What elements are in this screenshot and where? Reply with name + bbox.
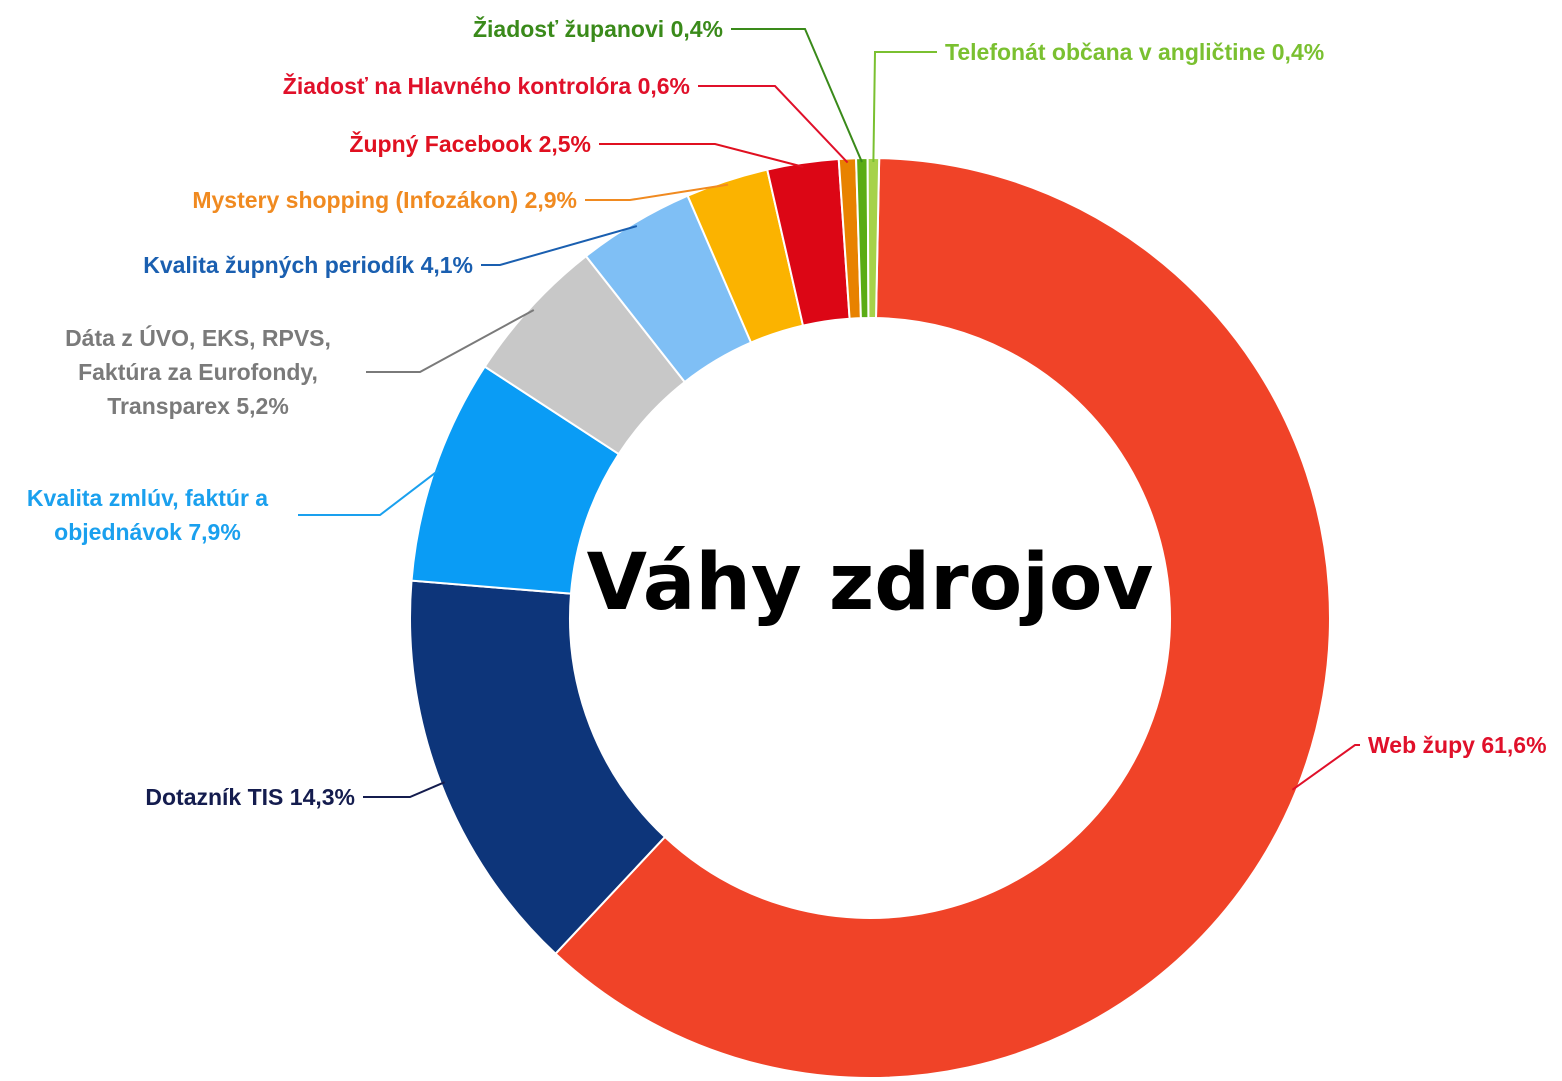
value-label: 0,4% xyxy=(670,16,723,42)
value-label: 5,2% xyxy=(236,393,289,419)
slice-label: Žiadosť na Hlavného kontrolóra 0,6% xyxy=(90,69,690,103)
value-label: 0,4% xyxy=(1271,39,1325,65)
donut-slice xyxy=(554,157,1331,1079)
category-label: Žiadosť županovi xyxy=(472,16,665,42)
category-label: Mystery shopping (Infozákon) xyxy=(192,187,519,213)
leader-line xyxy=(298,469,440,516)
category-label: Dáta z ÚVO, EKS, RPVS, Faktúra za Eurofo… xyxy=(65,325,331,419)
value-label: 14,3% xyxy=(289,784,355,810)
category-label: Web župy xyxy=(1368,732,1475,758)
leader-line xyxy=(363,781,445,798)
category-label: Župný Facebook xyxy=(349,131,533,157)
slice-label: Dotazník TIS 14,3% xyxy=(55,780,355,814)
leader-line xyxy=(1291,744,1360,791)
leader-line xyxy=(585,183,729,201)
slice-label: Dáta z ÚVO, EKS, RPVS, Faktúra za Eurofo… xyxy=(38,321,358,423)
value-label: 2,9% xyxy=(524,187,577,213)
leader-line xyxy=(481,225,638,266)
leader-line xyxy=(599,143,804,168)
donut-slice xyxy=(866,157,881,320)
value-label: 4,1% xyxy=(420,252,473,278)
category-label: Žiadosť na Hlavného kontrolóra xyxy=(282,73,632,99)
category-label: Dotazník TIS xyxy=(145,784,284,810)
slice-label: Telefonát občana v angličtine 0,4% xyxy=(945,35,1405,69)
value-label: 7,9% xyxy=(188,519,241,545)
leader-line xyxy=(731,28,863,163)
leader-line xyxy=(366,309,535,373)
category-label: Kvalita zmlúv, faktúr a objednávok xyxy=(26,485,269,545)
leader-line xyxy=(698,85,849,164)
slice-label: Kvalita župných periodík 4,1% xyxy=(23,248,473,282)
category-label: Telefonát občana v angličtine xyxy=(945,39,1266,65)
leader-line xyxy=(872,51,937,163)
slice-label: Župný Facebook 2,5% xyxy=(71,127,591,161)
slice-label: Mystery shopping (Infozákon) 2,9% xyxy=(57,183,577,217)
value-label: 61,6% xyxy=(1481,732,1547,758)
value-label: 2,5% xyxy=(538,131,591,157)
chart-title: Váhy zdrojov xyxy=(586,538,1154,628)
donut-slice xyxy=(409,579,667,956)
value-label: 0,6% xyxy=(637,73,690,99)
category-label: Kvalita župných periodík xyxy=(143,252,415,278)
slice-label: Žiadosť županovi 0,4% xyxy=(223,12,723,46)
slice-label: Kvalita zmlúv, faktúr a objednávok 7,9% xyxy=(5,481,290,549)
slice-label: Web župy 61,6% xyxy=(1368,728,1562,762)
